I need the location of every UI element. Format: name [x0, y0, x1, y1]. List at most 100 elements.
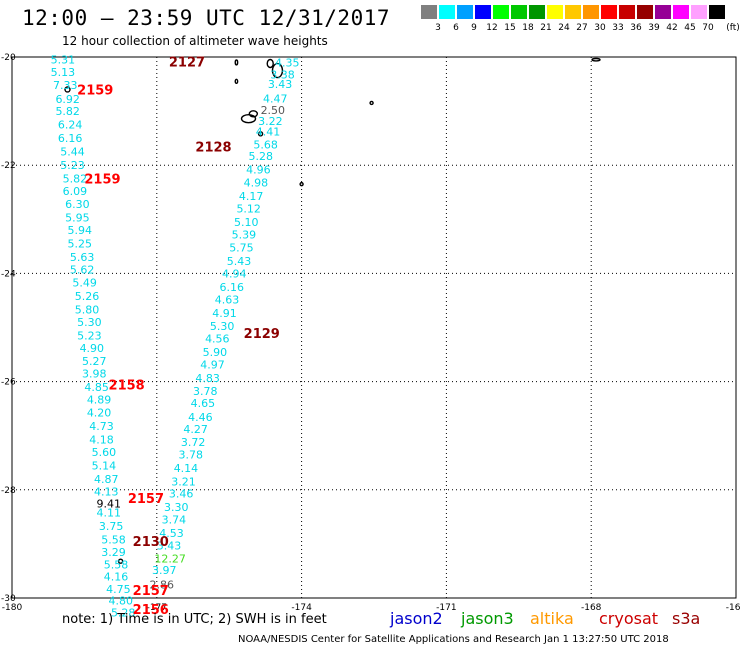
legend-bin-label: 33 — [612, 23, 624, 33]
mission-label-cryosat: cryosat — [599, 609, 659, 628]
wave-height-value: 3.30 — [164, 501, 189, 514]
pass-time-label: 2128 — [195, 140, 231, 155]
wave-height-value: 4.94 — [222, 267, 247, 280]
legend-swatch — [565, 5, 581, 19]
wave-height-value: 5.49 — [72, 277, 97, 290]
legend-bin-label: 24 — [558, 23, 570, 33]
legend-bin-label: 21 — [540, 23, 552, 33]
wave-height-value: 5.23 — [77, 330, 102, 343]
axis-ticks: -180 -177 -174 -171 -168 -165 -20 -22 -24 -26 -28 -… — [1, 53, 740, 613]
wave-height-value: 4.90 — [80, 342, 105, 355]
wave-height-value: 4.18 — [89, 433, 114, 446]
legend-swatch — [439, 5, 455, 19]
mission-label-jason3: jason3 — [461, 609, 514, 628]
wave-height-value: 7.33 — [53, 79, 78, 92]
wave-height-value: 4.27 — [183, 423, 208, 436]
wave-height-value: 5.60 — [92, 446, 117, 459]
wave-height-value: 5.39 — [232, 228, 257, 241]
wave-height-value: 4.80 — [109, 595, 133, 608]
wave-height-value: 6.92 — [55, 93, 80, 106]
wave-height-value: 5.58 — [101, 534, 126, 547]
wave-height-value: 5.95 — [65, 212, 90, 225]
mission-label-jason2: jason2 — [390, 609, 443, 628]
pass-time-labels: 2127 2159 2128 2159 2129 2158 2157 2130 2157 2156 — [77, 55, 280, 617]
wave-height-value: 4.41 — [256, 126, 281, 139]
lon-tick-label: -180 — [2, 603, 23, 613]
wave-height-value: 3.72 — [181, 436, 206, 449]
wave-height-value: 4.11 — [96, 507, 121, 520]
legend-swatch — [619, 5, 635, 19]
wave-height-value: 5.27 — [82, 355, 107, 368]
wave-height-value: 4.47 — [263, 93, 288, 106]
wave-height-value: 4.83 — [195, 372, 220, 385]
wave-height-value: 3.29 — [101, 546, 126, 559]
credit-line: NOAA/NESDIS Center for Satellite Applica… — [238, 634, 669, 645]
wave-height-value: 5.94 — [68, 224, 93, 237]
pass-time-label: 2157 — [133, 584, 169, 599]
island-outline — [299, 181, 304, 187]
legend-bin-label: 36 — [630, 23, 642, 33]
wave-height-value: 5.30 — [77, 316, 102, 329]
legend-bin-label: 9 — [471, 23, 477, 33]
legend-swatch — [601, 5, 617, 19]
wave-height-value: 4.96 — [246, 164, 270, 177]
wave-height-value: 12.27 — [154, 553, 186, 566]
wave-height-value: 9.41 — [96, 497, 121, 510]
wave-height-value: 6.16 — [58, 132, 83, 145]
wave-height-value: 4.73 — [89, 420, 114, 433]
pass-time-label: 2130 — [133, 535, 169, 550]
wave-height-value: 5.28 — [111, 607, 135, 620]
lat-tick-label: -28 — [1, 486, 16, 496]
legend-bin-label: 18 — [522, 23, 534, 33]
legend-swatch — [637, 5, 653, 19]
wave-height-value: 4.14 — [174, 462, 199, 475]
wave-height-value: 4.63 — [215, 293, 240, 306]
plot-border — [11, 56, 737, 599]
wave-height-value: 5.75 — [229, 241, 254, 254]
legend-swatch — [475, 5, 491, 19]
wave-height-value: 3.74 — [162, 514, 187, 527]
island-outline — [271, 62, 284, 79]
wave-height-value: 4.53 — [159, 527, 184, 540]
legend-bin-label: 15 — [504, 23, 516, 33]
wave-height-value: 6.24 — [58, 119, 83, 132]
wave-height-value: 4.56 — [205, 332, 230, 345]
legend-bin-label: 30 — [594, 23, 606, 33]
lat-tick-label: -24 — [1, 269, 16, 279]
wave-height-value: 3.43 — [157, 540, 182, 553]
wave-height-value: 3.46 — [169, 488, 194, 501]
legend-bin-label: 12 — [486, 23, 498, 33]
legend-swatch — [421, 5, 437, 19]
pass-time-label: 2157 — [128, 492, 164, 507]
island-outline — [248, 110, 259, 118]
legend-swatch — [655, 5, 671, 19]
lat-tick-label: -20 — [1, 53, 16, 63]
wave-height-value: 6.30 — [65, 198, 90, 211]
wave-height-value: 2.50 — [261, 104, 286, 117]
legend-swatch — [529, 5, 545, 19]
wave-height-value: 5.30 — [210, 320, 235, 333]
wave-height-value: 4.87 — [94, 473, 119, 486]
wave-height-value: 5.31 — [51, 54, 76, 67]
wave-height-value: 5.44 — [60, 146, 84, 159]
legend-bin-label: 39 — [648, 23, 660, 33]
wave-height-value: 4.91 — [212, 307, 237, 320]
pass-time-label: 2127 — [169, 55, 205, 70]
wave-height-value: 6.16 — [220, 281, 245, 294]
wave-height-value: 3.75 — [99, 520, 124, 533]
wave-height-value: 5.10 — [234, 216, 259, 229]
wave-height-value: 3.22 — [258, 115, 283, 128]
island-outline — [234, 78, 239, 85]
wave-height-value: 4.13 — [94, 485, 119, 498]
wave-height-value: 5.14 — [92, 459, 117, 472]
legend-swatch — [709, 5, 725, 19]
legend-swatch — [457, 5, 473, 19]
pass-time-label: 2158 — [109, 378, 145, 393]
wave-height-value: 5.62 — [70, 264, 95, 277]
legend-bin-label: 27 — [576, 23, 588, 33]
lat-tick-label: -30 — [1, 594, 16, 604]
wave-height-value: 3.38 — [270, 68, 295, 81]
wave-height-value: 4.20 — [87, 406, 112, 419]
wave-height-value: 3.78 — [193, 385, 218, 398]
map-frame — [11, 56, 737, 599]
